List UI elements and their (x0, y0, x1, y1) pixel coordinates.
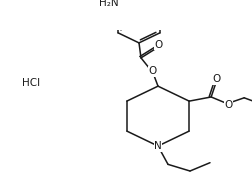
Text: O: O (211, 75, 219, 85)
Text: O: O (154, 40, 163, 50)
Text: HCl: HCl (22, 78, 40, 88)
Text: N: N (153, 141, 161, 151)
Text: H₂N: H₂N (99, 0, 118, 8)
Text: O: O (223, 100, 231, 110)
Text: O: O (148, 66, 156, 76)
